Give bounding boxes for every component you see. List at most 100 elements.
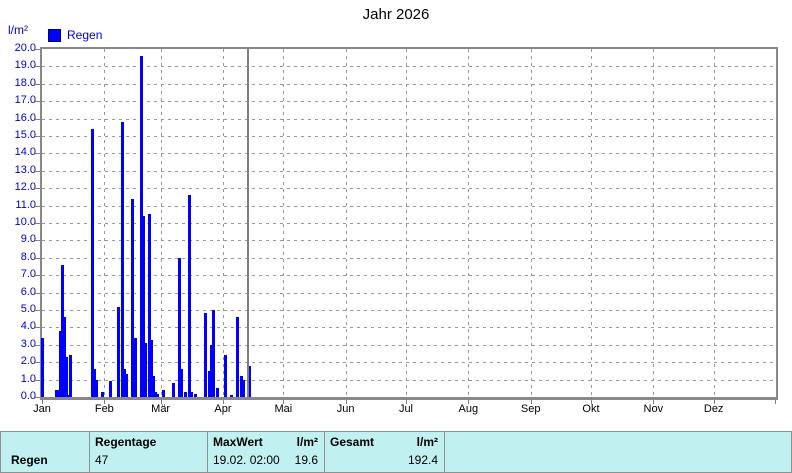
x-month-label: Sep: [520, 403, 541, 415]
legend-color-swatch-icon: [48, 28, 61, 42]
table-header-gesamt-unit: l/m²: [416, 435, 438, 449]
table-value-maxwert: 19.6: [294, 453, 318, 467]
x-tick-mark: [713, 400, 715, 404]
y-tick-label: 17.0: [14, 94, 36, 107]
y-gridline: [42, 170, 776, 172]
y-tick-label: 1.0: [20, 372, 36, 385]
table-value-regentage: 47: [95, 453, 109, 467]
x-tick-mark: [468, 400, 470, 404]
rain-bar: [67, 395, 71, 397]
x-month-label: Apr: [214, 403, 232, 415]
rain-bar: [131, 198, 135, 397]
y-tick-mark: [35, 83, 40, 85]
y-tick-label: 18.0: [14, 76, 36, 89]
rain-bar: [193, 393, 197, 397]
y-gridline: [42, 153, 776, 155]
rain-bar: [203, 313, 207, 397]
month-gridline: [345, 49, 347, 397]
rain-bar: [230, 395, 234, 397]
y-tick-mark: [35, 49, 40, 50]
y-tick-label: 5.0: [20, 303, 36, 315]
x-month-label: Feb: [94, 403, 114, 415]
y-tick-mark: [35, 379, 40, 381]
rain-bar: [63, 316, 67, 397]
rain-bar: [207, 370, 211, 397]
y-gridline: [42, 83, 776, 85]
table-value-gesamt: 192.4: [407, 453, 438, 467]
y-tick-mark: [35, 170, 40, 172]
y-tick-label: 19.0: [14, 59, 36, 72]
table-value-maxwert-date: 19.02. 02:00: [213, 453, 280, 467]
legend: Regen: [48, 28, 102, 42]
y-tick-label: 11.0: [15, 198, 36, 211]
y-tick-label: 15.0: [14, 129, 36, 141]
rain-bar: [133, 337, 137, 397]
y-gridline: [42, 257, 776, 259]
rain-bar: [65, 356, 69, 397]
rain-bar: [151, 376, 155, 397]
month-gridline: [468, 49, 470, 397]
y-tick-mark: [35, 310, 40, 311]
rain-bar: [223, 355, 227, 397]
x-month-label: Jun: [336, 403, 355, 415]
y-tick-mark: [35, 344, 40, 346]
y-gridline: [42, 205, 776, 207]
y-tick-mark: [35, 66, 40, 68]
rain-bar: [242, 379, 246, 397]
y-tick-label: 0.0: [20, 390, 36, 402]
y-tick-label: 14.0: [14, 146, 36, 159]
rain-bar: [93, 369, 97, 397]
y-tick-mark: [35, 136, 40, 137]
y-gridline: [42, 344, 776, 346]
x-tick-mark: [653, 400, 655, 404]
x-month-label: Okt: [582, 403, 600, 415]
x-month-label: Jan: [33, 403, 51, 415]
month-gridline: [530, 49, 532, 397]
y-tick-mark: [35, 118, 40, 120]
rain-bar: [161, 390, 165, 397]
y-tick-mark: [35, 275, 40, 277]
date-marker-line: [247, 49, 250, 397]
y-gridline: [42, 101, 776, 103]
y-tick-label: 7.0: [20, 268, 36, 281]
x-tick-mark: [42, 400, 43, 404]
rain-bar: [149, 339, 153, 397]
month-gridline: [160, 49, 162, 397]
rain-bar: [171, 383, 175, 397]
month-gridline: [590, 49, 592, 397]
y-tick-mark: [35, 292, 40, 294]
y-gridline: [42, 66, 776, 68]
rain-bar: [209, 344, 213, 397]
y-tick-mark: [35, 223, 40, 224]
y-tick-label: 10.0: [14, 216, 36, 228]
y-gridline: [42, 292, 776, 294]
rain-bar: [155, 393, 159, 397]
y-tick-mark: [35, 153, 40, 155]
y-gridline: [42, 188, 776, 190]
y-tick-label: 3.0: [20, 337, 36, 350]
rain-bar: [211, 310, 215, 397]
y-tick-label: 8.0: [20, 250, 36, 263]
rain-bar: [248, 365, 252, 397]
y-gridline: [42, 362, 776, 364]
rain-bar: [143, 343, 147, 397]
x-tick-mark: [590, 400, 592, 404]
x-tick-mark: [405, 400, 407, 404]
month-gridline: [283, 49, 285, 397]
table-header-maxwert-unit: l/m²: [296, 435, 318, 449]
rain-bar: [139, 55, 143, 397]
y-axis-unit-label: l/m²: [8, 23, 28, 37]
y-gridline: [42, 240, 776, 242]
rain-bar: [236, 316, 240, 397]
rain-bar: [109, 381, 113, 397]
table-divider: [89, 432, 90, 472]
rain-bar: [177, 257, 181, 397]
rain-bar: [95, 379, 99, 397]
month-gridline: [222, 49, 224, 397]
y-tick-mark: [35, 397, 40, 398]
table-divider: [444, 432, 445, 472]
x-tick-mark: [160, 400, 162, 404]
x-month-label: Dez: [703, 403, 724, 415]
y-gridline: [42, 223, 776, 224]
